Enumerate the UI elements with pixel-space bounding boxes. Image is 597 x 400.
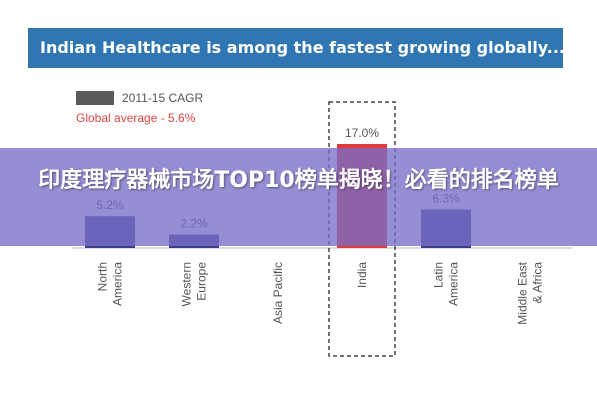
tick-label: India (355, 262, 369, 288)
chart-header: Indian Healthcare is among the fastest g… (28, 28, 563, 68)
svg-text:Asia Pacific: Asia Pacific (271, 262, 285, 324)
svg-text:Europe: Europe (195, 262, 209, 301)
svg-text:& Africa: & Africa (531, 262, 545, 304)
legend-global-label: Global average - 5.6% (76, 111, 196, 125)
svg-text:India: India (355, 262, 369, 288)
overlay-title: 印度理疗器械市场TOP10榜单揭晓！必看的排名榜单 (38, 168, 559, 193)
svg-text:America: America (111, 262, 125, 306)
legend-cagr-label: 2011-15 CAGR (122, 91, 204, 105)
svg-text:America: America (447, 262, 461, 306)
legend-cagr: 2011-15 CAGR (76, 90, 203, 106)
data-label: 17.0% (345, 126, 379, 140)
tick-label: Middle East & Africa (516, 261, 545, 324)
tick-label: Asia Pacific (271, 262, 285, 324)
tick-label: Western Europe (180, 262, 209, 307)
legend-global: Global average - 5.6% (76, 110, 195, 126)
svg-text:Western: Western (180, 262, 194, 306)
legend-swatch (76, 91, 114, 105)
tick-label: North America (96, 262, 125, 306)
svg-text:Latin: Latin (432, 262, 446, 288)
svg-text:Middle East: Middle East (516, 261, 530, 324)
tick-label: Latin America (432, 262, 461, 306)
title-overlay (0, 148, 597, 246)
svg-text:North: North (96, 262, 110, 291)
